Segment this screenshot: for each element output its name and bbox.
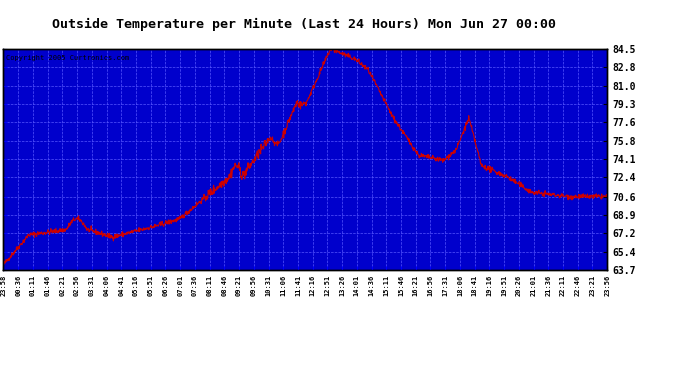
Text: Outside Temperature per Minute (Last 24 Hours) Mon Jun 27 00:00: Outside Temperature per Minute (Last 24 …: [52, 18, 555, 31]
Text: Copyright 2005 Curtronics.com: Copyright 2005 Curtronics.com: [6, 56, 130, 62]
